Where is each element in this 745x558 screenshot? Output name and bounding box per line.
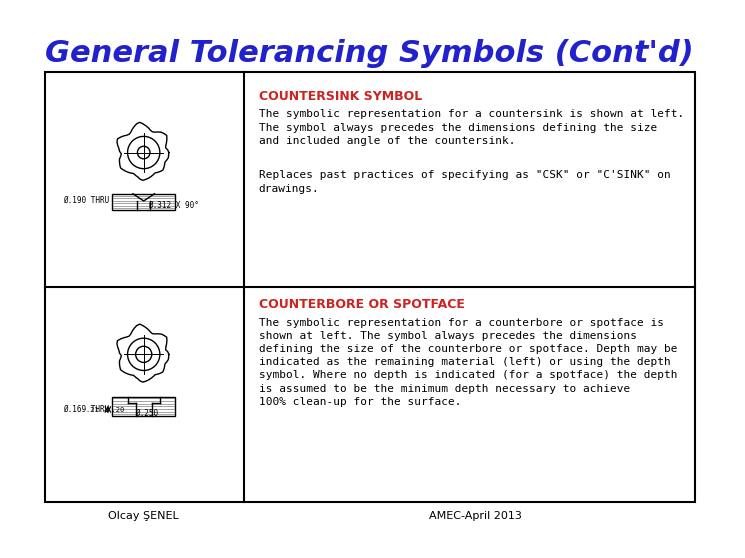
Text: Ø.169 THRU: Ø.169 THRU bbox=[63, 405, 110, 413]
Text: Replaces past practices of specifying as "CSK" or "C'SINK" on
drawings.: Replaces past practices of specifying as… bbox=[259, 170, 670, 194]
Text: Ø.190 THRU: Ø.190 THRU bbox=[63, 195, 110, 205]
Text: COUNTERSINK SYMBOL: COUNTERSINK SYMBOL bbox=[259, 90, 422, 103]
Text: Olcay ŞENEL: Olcay ŞENEL bbox=[108, 511, 179, 521]
Text: AMEC-April 2013: AMEC-April 2013 bbox=[429, 511, 522, 521]
Bar bbox=[112, 397, 175, 416]
Text: Ø.312 X 90°: Ø.312 X 90° bbox=[148, 201, 199, 210]
Text: .21 - .20: .21 - .20 bbox=[86, 407, 124, 412]
Text: The symbolic representation for a counterbore or spotface is
shown at left. The : The symbolic representation for a counte… bbox=[259, 318, 677, 407]
Bar bbox=[45, 72, 695, 502]
Text: COUNTERBORE OR SPOTFACE: COUNTERBORE OR SPOTFACE bbox=[259, 298, 464, 311]
Bar bbox=[112, 194, 175, 210]
Text: The symbolic representation for a countersink is shown at left.
The symbol alway: The symbolic representation for a counte… bbox=[259, 109, 684, 146]
Text: Ø.250: Ø.250 bbox=[135, 409, 158, 418]
Text: General Tolerancing Symbols (Cont'd): General Tolerancing Symbols (Cont'd) bbox=[45, 40, 694, 69]
